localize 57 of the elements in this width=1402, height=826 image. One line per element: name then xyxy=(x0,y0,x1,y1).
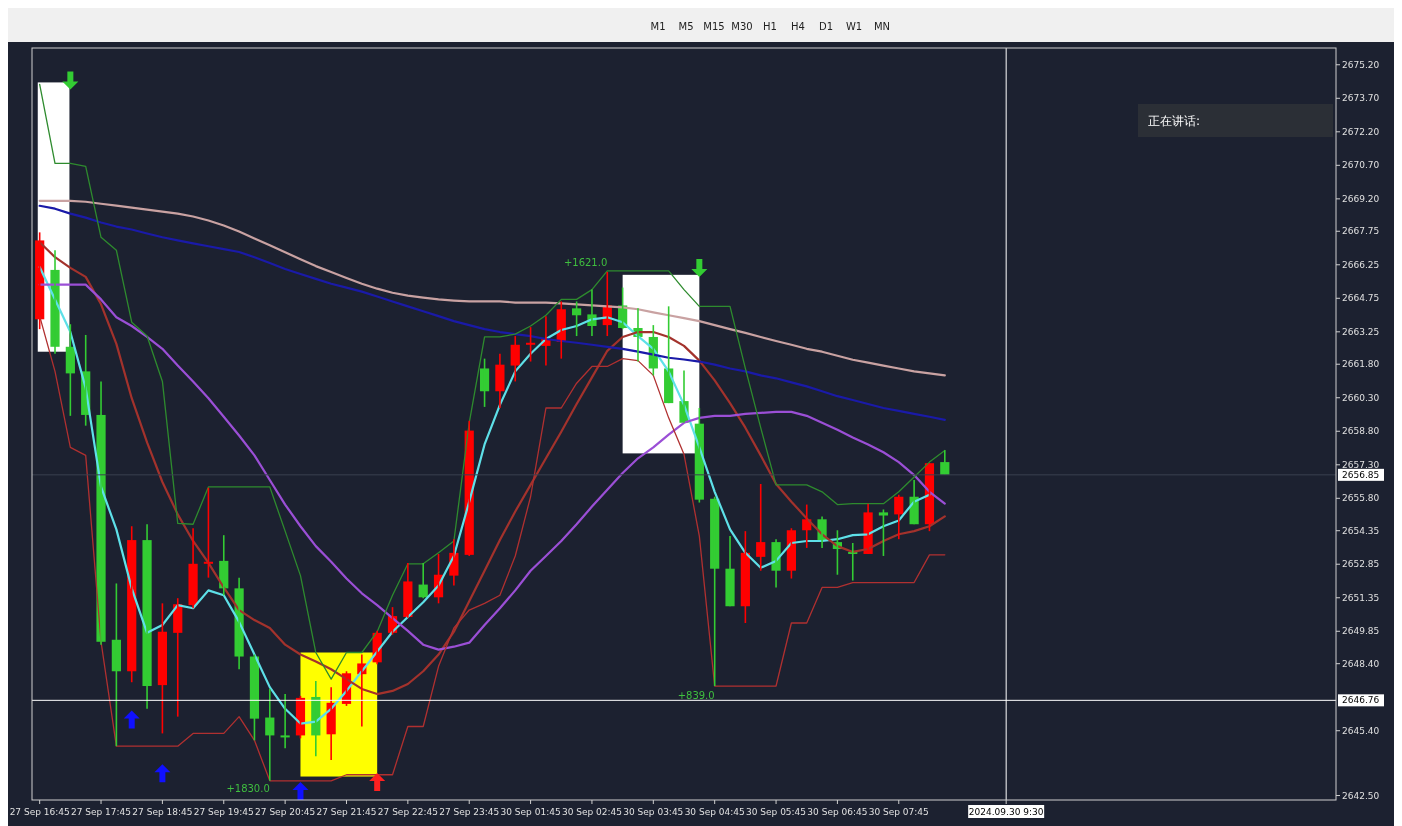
y-tick-label: 2675.20 xyxy=(1342,59,1380,70)
line-series xyxy=(38,283,946,651)
text: MN xyxy=(873,21,891,32)
x-tick-label: 27 Sep 19:45 xyxy=(193,807,254,817)
y-tick-label: 2652.85 xyxy=(1342,559,1380,570)
y-tick-label: 2658.80 xyxy=(1342,426,1380,437)
x-tick-label: 27 Sep 18:45 xyxy=(132,807,193,817)
x-tick-label: 2024.09.30 9:30 xyxy=(968,807,1044,817)
x-tick-label: 27 Sep 21:45 xyxy=(316,807,377,817)
x-tick-label: 27 Sep 22:45 xyxy=(377,807,438,817)
x-tick-label: 27 Sep 17:45 xyxy=(71,807,132,817)
y-tick-label: 2661.80 xyxy=(1342,359,1380,370)
y-tick-label: 2663.25 xyxy=(1342,326,1380,337)
y-tick-label: 2645.40 xyxy=(1342,725,1380,736)
y-tick-label: 2670.70 xyxy=(1342,160,1380,171)
y-tick-label: 2672.20 xyxy=(1342,126,1380,137)
text: M5 xyxy=(678,21,694,32)
y-tick-label: 2666.25 xyxy=(1342,259,1380,270)
x-tick-label: 30 Sep 01:45 xyxy=(500,807,561,817)
x-tick-label: 27 Sep 16:45 xyxy=(9,807,70,817)
annotation: 正在讲话: xyxy=(1148,114,1201,128)
x-tick-label: 27 Sep 20:45 xyxy=(255,807,316,817)
text: M30 xyxy=(731,21,753,32)
y-tick-label: 2642.50 xyxy=(1342,790,1380,801)
x-tick-label: 30 Sep 05:45 xyxy=(746,807,807,817)
line-series xyxy=(38,199,946,377)
y-tick-label: 2667.75 xyxy=(1342,226,1380,237)
annotation: +1830.0 xyxy=(226,783,270,795)
y-tick-label: 2655.80 xyxy=(1342,493,1380,504)
ref-line-label: 2646.76 xyxy=(1342,695,1380,706)
x-tick-label: 27 Sep 23:45 xyxy=(439,807,500,817)
ref-line-label: 2656.85 xyxy=(1342,469,1380,480)
text: H4 xyxy=(791,21,805,32)
x-tick-label: 30 Sep 03:45 xyxy=(623,807,684,817)
y-tick-label: 2657.30 xyxy=(1342,459,1380,470)
line-series xyxy=(39,83,946,680)
text: W1 xyxy=(845,21,863,32)
annotation: +839.0 xyxy=(677,690,715,702)
y-tick-label: 2664.75 xyxy=(1342,293,1380,304)
text: D1 xyxy=(818,21,834,32)
x-tick-label: 30 Sep 06:45 xyxy=(807,807,868,817)
y-tick-label: 2669.20 xyxy=(1342,194,1380,204)
candlestick xyxy=(878,508,889,557)
y-tick-label: 2649.85 xyxy=(1342,626,1380,637)
x-tick-label: 30 Sep 07:45 xyxy=(868,807,929,817)
y-tick-label: 2654.35 xyxy=(1342,525,1380,536)
y-tick-label: 2660.30 xyxy=(1342,392,1380,403)
text: M15 xyxy=(703,21,725,32)
text: H1 xyxy=(763,21,777,32)
text: M1 xyxy=(650,21,666,32)
x-tick-label: 30 Sep 04:45 xyxy=(684,807,745,817)
line-series xyxy=(38,204,946,421)
annotation: +1621.0 xyxy=(563,257,608,269)
y-tick-label: 2673.70 xyxy=(1342,93,1380,104)
y-tick-label: 2648.40 xyxy=(1342,658,1380,669)
y-tick-label: 2651.35 xyxy=(1342,592,1380,603)
x-tick-label: 30 Sep 02:45 xyxy=(561,807,622,817)
